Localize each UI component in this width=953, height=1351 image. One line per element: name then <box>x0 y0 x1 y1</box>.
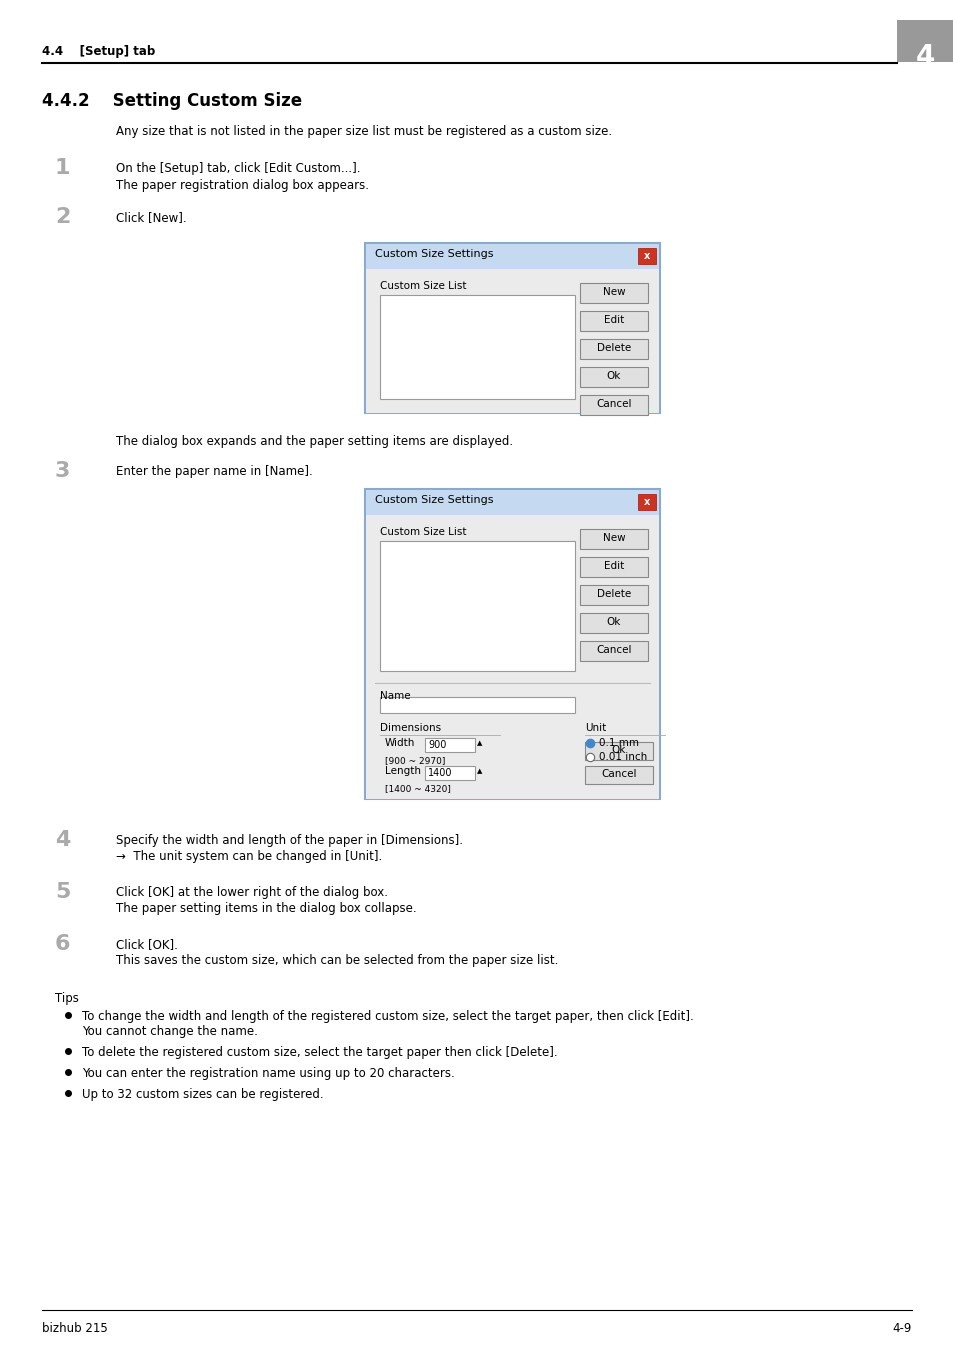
Text: 4-9: 4-9 <box>892 1323 911 1335</box>
Text: bizhub 215: bizhub 215 <box>42 1323 108 1335</box>
Text: Cancel: Cancel <box>596 399 631 409</box>
Text: Cancel: Cancel <box>596 644 631 655</box>
Text: You cannot change the name.: You cannot change the name. <box>82 1025 257 1038</box>
FancyBboxPatch shape <box>896 20 953 62</box>
Text: ▲: ▲ <box>476 740 482 746</box>
Text: Delete: Delete <box>597 589 631 598</box>
FancyBboxPatch shape <box>365 489 659 798</box>
Text: Up to 32 custom sizes can be registered.: Up to 32 custom sizes can be registered. <box>82 1088 323 1101</box>
FancyBboxPatch shape <box>579 557 647 577</box>
Text: 4: 4 <box>55 830 71 850</box>
Text: x: x <box>643 251 649 261</box>
FancyBboxPatch shape <box>579 282 647 303</box>
FancyBboxPatch shape <box>379 295 575 399</box>
Text: Cancel: Cancel <box>600 769 636 780</box>
Text: x: x <box>643 497 649 507</box>
Text: 3: 3 <box>55 461 71 481</box>
FancyBboxPatch shape <box>366 269 659 413</box>
Text: 900: 900 <box>428 740 446 750</box>
Text: 4: 4 <box>914 43 934 72</box>
Text: The dialog box expands and the paper setting items are displayed.: The dialog box expands and the paper set… <box>116 435 513 449</box>
Text: 1: 1 <box>55 158 71 178</box>
Text: Tips: Tips <box>55 992 79 1005</box>
Text: The paper setting items in the dialog box collapse.: The paper setting items in the dialog bo… <box>116 902 416 915</box>
Text: Custom Size Settings: Custom Size Settings <box>375 494 493 505</box>
Text: 6: 6 <box>55 934 71 954</box>
Text: 0.01 inch: 0.01 inch <box>598 753 646 762</box>
Text: Custom Size List: Custom Size List <box>379 281 466 290</box>
Text: Ok: Ok <box>611 744 625 755</box>
Text: 5: 5 <box>55 882 71 902</box>
Text: 4.4.2    Setting Custom Size: 4.4.2 Setting Custom Size <box>42 92 302 109</box>
Text: Specify the width and length of the paper in [Dimensions].: Specify the width and length of the pape… <box>116 834 462 847</box>
Text: This saves the custom size, which can be selected from the paper size list.: This saves the custom size, which can be… <box>116 954 558 967</box>
Text: Edit: Edit <box>603 315 623 326</box>
FancyBboxPatch shape <box>579 640 647 661</box>
Text: Custom Size Settings: Custom Size Settings <box>375 249 493 259</box>
Text: Name: Name <box>379 690 410 701</box>
FancyBboxPatch shape <box>579 367 647 386</box>
FancyBboxPatch shape <box>424 766 475 780</box>
Text: →  The unit system can be changed in [Unit].: → The unit system can be changed in [Uni… <box>116 850 382 863</box>
Text: New: New <box>602 286 624 297</box>
FancyBboxPatch shape <box>379 540 575 671</box>
Text: Length: Length <box>385 766 420 775</box>
Text: You can enter the registration name using up to 20 characters.: You can enter the registration name usin… <box>82 1067 455 1079</box>
FancyBboxPatch shape <box>579 613 647 634</box>
FancyBboxPatch shape <box>424 738 475 753</box>
Text: Click [New].: Click [New]. <box>116 211 187 224</box>
FancyBboxPatch shape <box>579 339 647 359</box>
Text: Click [OK].: Click [OK]. <box>116 938 177 951</box>
Text: Ok: Ok <box>606 372 620 381</box>
Text: 4.4    [Setup] tab: 4.4 [Setup] tab <box>42 45 155 58</box>
FancyBboxPatch shape <box>579 585 647 605</box>
FancyBboxPatch shape <box>365 243 659 413</box>
Text: Any size that is not listed in the paper size list must be registered as a custo: Any size that is not listed in the paper… <box>116 126 612 138</box>
Text: Ok: Ok <box>606 617 620 627</box>
Text: The paper registration dialog box appears.: The paper registration dialog box appear… <box>116 178 369 192</box>
Text: New: New <box>602 534 624 543</box>
FancyBboxPatch shape <box>379 697 575 713</box>
Text: 0.1 mm: 0.1 mm <box>598 738 639 748</box>
Text: Dimensions: Dimensions <box>379 723 440 734</box>
FancyBboxPatch shape <box>579 311 647 331</box>
FancyBboxPatch shape <box>579 530 647 549</box>
Text: Custom Size List: Custom Size List <box>379 527 466 536</box>
Text: [900 ~ 2970]: [900 ~ 2970] <box>385 757 445 765</box>
FancyBboxPatch shape <box>366 515 659 798</box>
Text: Click [OK] at the lower right of the dialog box.: Click [OK] at the lower right of the dia… <box>116 886 388 898</box>
FancyBboxPatch shape <box>584 766 652 784</box>
FancyBboxPatch shape <box>638 249 656 263</box>
Text: Enter the paper name in [Name].: Enter the paper name in [Name]. <box>116 465 313 478</box>
Text: Unit: Unit <box>584 723 605 734</box>
Text: [1400 ~ 4320]: [1400 ~ 4320] <box>385 784 451 793</box>
FancyBboxPatch shape <box>366 490 659 515</box>
FancyBboxPatch shape <box>579 394 647 415</box>
Text: To delete the registered custom size, select the target paper then click [Delete: To delete the registered custom size, se… <box>82 1046 558 1059</box>
FancyBboxPatch shape <box>366 245 659 269</box>
Text: Delete: Delete <box>597 343 631 353</box>
FancyBboxPatch shape <box>584 742 652 761</box>
Text: ▲: ▲ <box>476 767 482 774</box>
FancyBboxPatch shape <box>638 494 656 509</box>
Text: On the [Setup] tab, click [Edit Custom...].: On the [Setup] tab, click [Edit Custom..… <box>116 162 360 176</box>
Text: 2: 2 <box>55 207 71 227</box>
Text: Edit: Edit <box>603 561 623 571</box>
Text: Width: Width <box>385 738 415 748</box>
Text: 1400: 1400 <box>428 767 452 778</box>
Text: To change the width and length of the registered custom size, select the target : To change the width and length of the re… <box>82 1011 693 1023</box>
